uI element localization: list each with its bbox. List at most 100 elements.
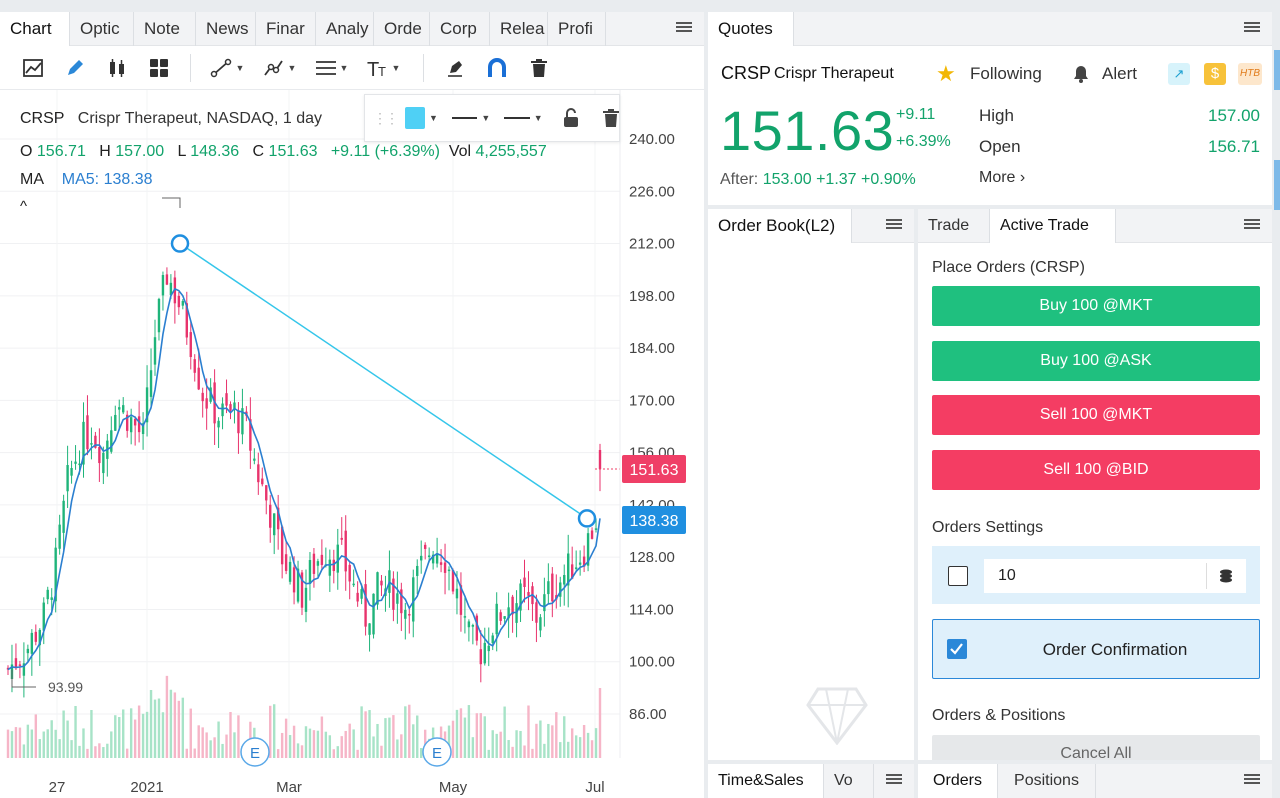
quotes-menu-icon[interactable] [1244,20,1260,36]
tab-profile[interactable]: Profi [548,11,606,46]
volume-bar [360,706,363,758]
line-style-icon[interactable] [451,117,478,119]
trend-line[interactable] [179,242,588,520]
candle-body [527,592,530,596]
tab-positions[interactable]: Positions [998,764,1096,798]
tab-orders[interactable]: Orde [374,11,430,46]
color-swatch[interactable] [405,107,425,129]
line-tool-icon[interactable]: ▼ [207,53,247,83]
buy-mkt-button[interactable]: Buy 100 @MKT [932,286,1260,326]
candle-icon[interactable] [102,53,132,83]
bell-icon[interactable] [1070,62,1092,84]
candle-body [360,589,363,599]
line-width-dropdown-icon[interactable]: ▼ [533,113,543,123]
high-stat-value: 157.00 [1208,106,1260,125]
unlock-icon[interactable] [561,107,579,129]
pencil-icon[interactable] [60,53,90,83]
buy-ask-button[interactable]: Buy 100 @ASK [932,341,1260,381]
drag-handle-icon[interactable]: ⋮⋮ [373,109,399,126]
trend-handle-end[interactable] [577,509,597,528]
path-tool-icon[interactable]: ▼ [259,53,299,83]
tab-orders-bottom[interactable]: Orders [918,764,998,798]
chart-type-icon[interactable] [18,53,48,83]
text-tool-icon[interactable]: T T ▼ [366,58,401,79]
price-chart[interactable]: 240.00 226.00 212.00 198.00 184.00 170.00 156.… [0,90,704,798]
volume-bar [106,743,109,758]
quantity-input[interactable]: 10 [984,559,1246,593]
candle-body [137,416,141,433]
tab-chart[interactable]: Chart [0,11,70,46]
order-confirmation-label: Order Confirmation [1042,640,1188,659]
orderbook-menu-icon[interactable] [886,217,902,233]
quantity-checkbox[interactable] [948,566,968,586]
candle-body [503,616,506,619]
tab-order-book[interactable]: Order Book(L2) [708,208,852,243]
stack-icon[interactable] [1218,568,1234,584]
candle-body [463,616,467,618]
candle-body [241,408,244,435]
delete-drawing-icon[interactable] [601,107,619,129]
volume-bar [463,717,467,758]
chart-menu-icon[interactable] [676,20,692,36]
tab-volume[interactable]: Vo [824,764,874,798]
candle-body [495,603,498,635]
tab-notes[interactable]: Note [134,11,196,46]
chart-link-icon[interactable]: ↗ [1168,63,1190,85]
magnet-icon[interactable] [482,53,512,83]
volume-bar [392,715,395,758]
volume-bar [137,705,141,758]
layout-grid-icon[interactable] [144,53,174,83]
tab-analysis[interactable]: Analy [316,11,374,46]
volume-bar [38,739,41,758]
timesales-menu-icon[interactable] [886,772,902,788]
candle-body [237,410,240,434]
tab-time-sales[interactable]: Time&Sales [708,764,824,798]
trash-icon[interactable] [524,53,554,83]
earnings-marker[interactable] [240,737,270,767]
tab-news[interactable]: News [196,11,256,46]
x-tick-label: Jul [585,779,604,796]
order-confirmation-row[interactable]: Order Confirmation [932,619,1260,679]
volume-bar [404,706,407,758]
tab-quotes[interactable]: Quotes [708,11,794,46]
volume-bar [181,697,185,758]
y-tick-label: 86.00 [629,706,667,723]
fib-tool-icon[interactable]: ▼ [315,60,349,75]
volume-bar [547,723,550,758]
sell-bid-button[interactable]: Sell 100 @BID [932,450,1260,490]
candle-body [352,583,355,586]
order-confirmation-checkbox[interactable] [947,639,967,659]
volume-bar [34,714,38,758]
trade-menu-icon[interactable] [1244,217,1260,233]
tab-active-trade[interactable]: Active Trade [990,208,1116,243]
tab-options[interactable]: Optic [70,11,134,46]
tab-trade[interactable]: Trade [918,208,990,243]
more-link[interactable]: More › [979,169,1025,187]
following-button[interactable]: Following [970,64,1042,83]
volume-bar [70,740,73,758]
after-hours: After: 153.00 +1.37 +0.90% [720,171,916,189]
pen-icon[interactable] [440,53,470,83]
cancel-all-button[interactable]: Cancel All [932,735,1260,760]
tab-releases[interactable]: Relea [490,11,548,46]
tab-financials[interactable]: Finar [256,11,316,46]
line-style-dropdown-icon[interactable]: ▼ [481,113,491,123]
line-width-icon[interactable] [504,117,530,119]
alert-button[interactable]: Alert [1102,64,1137,83]
volume-bar [570,728,574,758]
tab-corp[interactable]: Corp [430,11,490,46]
legend-collapse-icon[interactable]: ^ [20,198,28,215]
earnings-marker-label: E [250,745,260,762]
high-value: 157.00 [115,143,165,160]
volume-bar [161,712,165,758]
earnings-marker[interactable] [422,737,452,767]
orders-menu-icon[interactable] [1244,772,1260,788]
volume-bar [388,717,391,758]
trend-handle-start[interactable] [170,234,190,253]
sell-mkt-button[interactable]: Sell 100 @MKT [932,395,1260,435]
dollar-icon[interactable]: $ [1204,63,1226,85]
color-dropdown-icon[interactable]: ▼ [429,113,438,123]
star-icon[interactable]: ★ [936,61,956,86]
volume-bar [118,717,121,758]
candle-body [141,423,145,435]
